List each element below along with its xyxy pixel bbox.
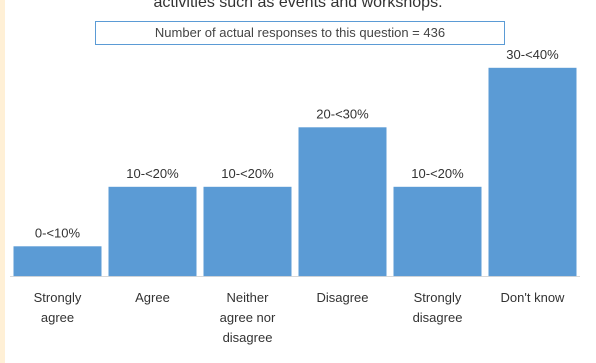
category-label-2-line-2: disagree [223,330,273,345]
category-label-4-line-0: Strongly [414,290,462,305]
category-label-2-line-1: agree nor [220,310,276,325]
bar-value-label-0: 0-<10% [35,225,81,240]
bar-value-label-4: 10-<20% [411,166,464,181]
bar-3 [298,127,387,277]
category-label-0-line-1: agree [41,310,74,325]
bar-2 [203,186,292,277]
category-label-5-line-0: Don't know [501,290,566,305]
category-label-1-line-0: Agree [135,290,170,305]
bar-value-label-2: 10-<20% [221,166,274,181]
bar-value-label-3: 20-<30% [316,106,369,121]
category-label-4-line-1: disagree [413,310,463,325]
bar-value-label-1: 10-<20% [126,166,179,181]
chart-title-fragment: activities such as events and workshops. [153,0,443,11]
left-accent-strip [0,0,5,363]
category-label-2-line-0: Neither [227,290,270,305]
bar-1 [108,186,197,277]
bar-4 [393,186,482,277]
bar-0 [13,246,102,277]
bar-value-label-5: 30-<40% [506,47,559,62]
category-label-0-line-0: Strongly [34,290,82,305]
category-label-3-line-0: Disagree [316,290,368,305]
response-count-box: Number of actual responses to this quest… [95,21,505,45]
bar-5 [488,67,577,277]
